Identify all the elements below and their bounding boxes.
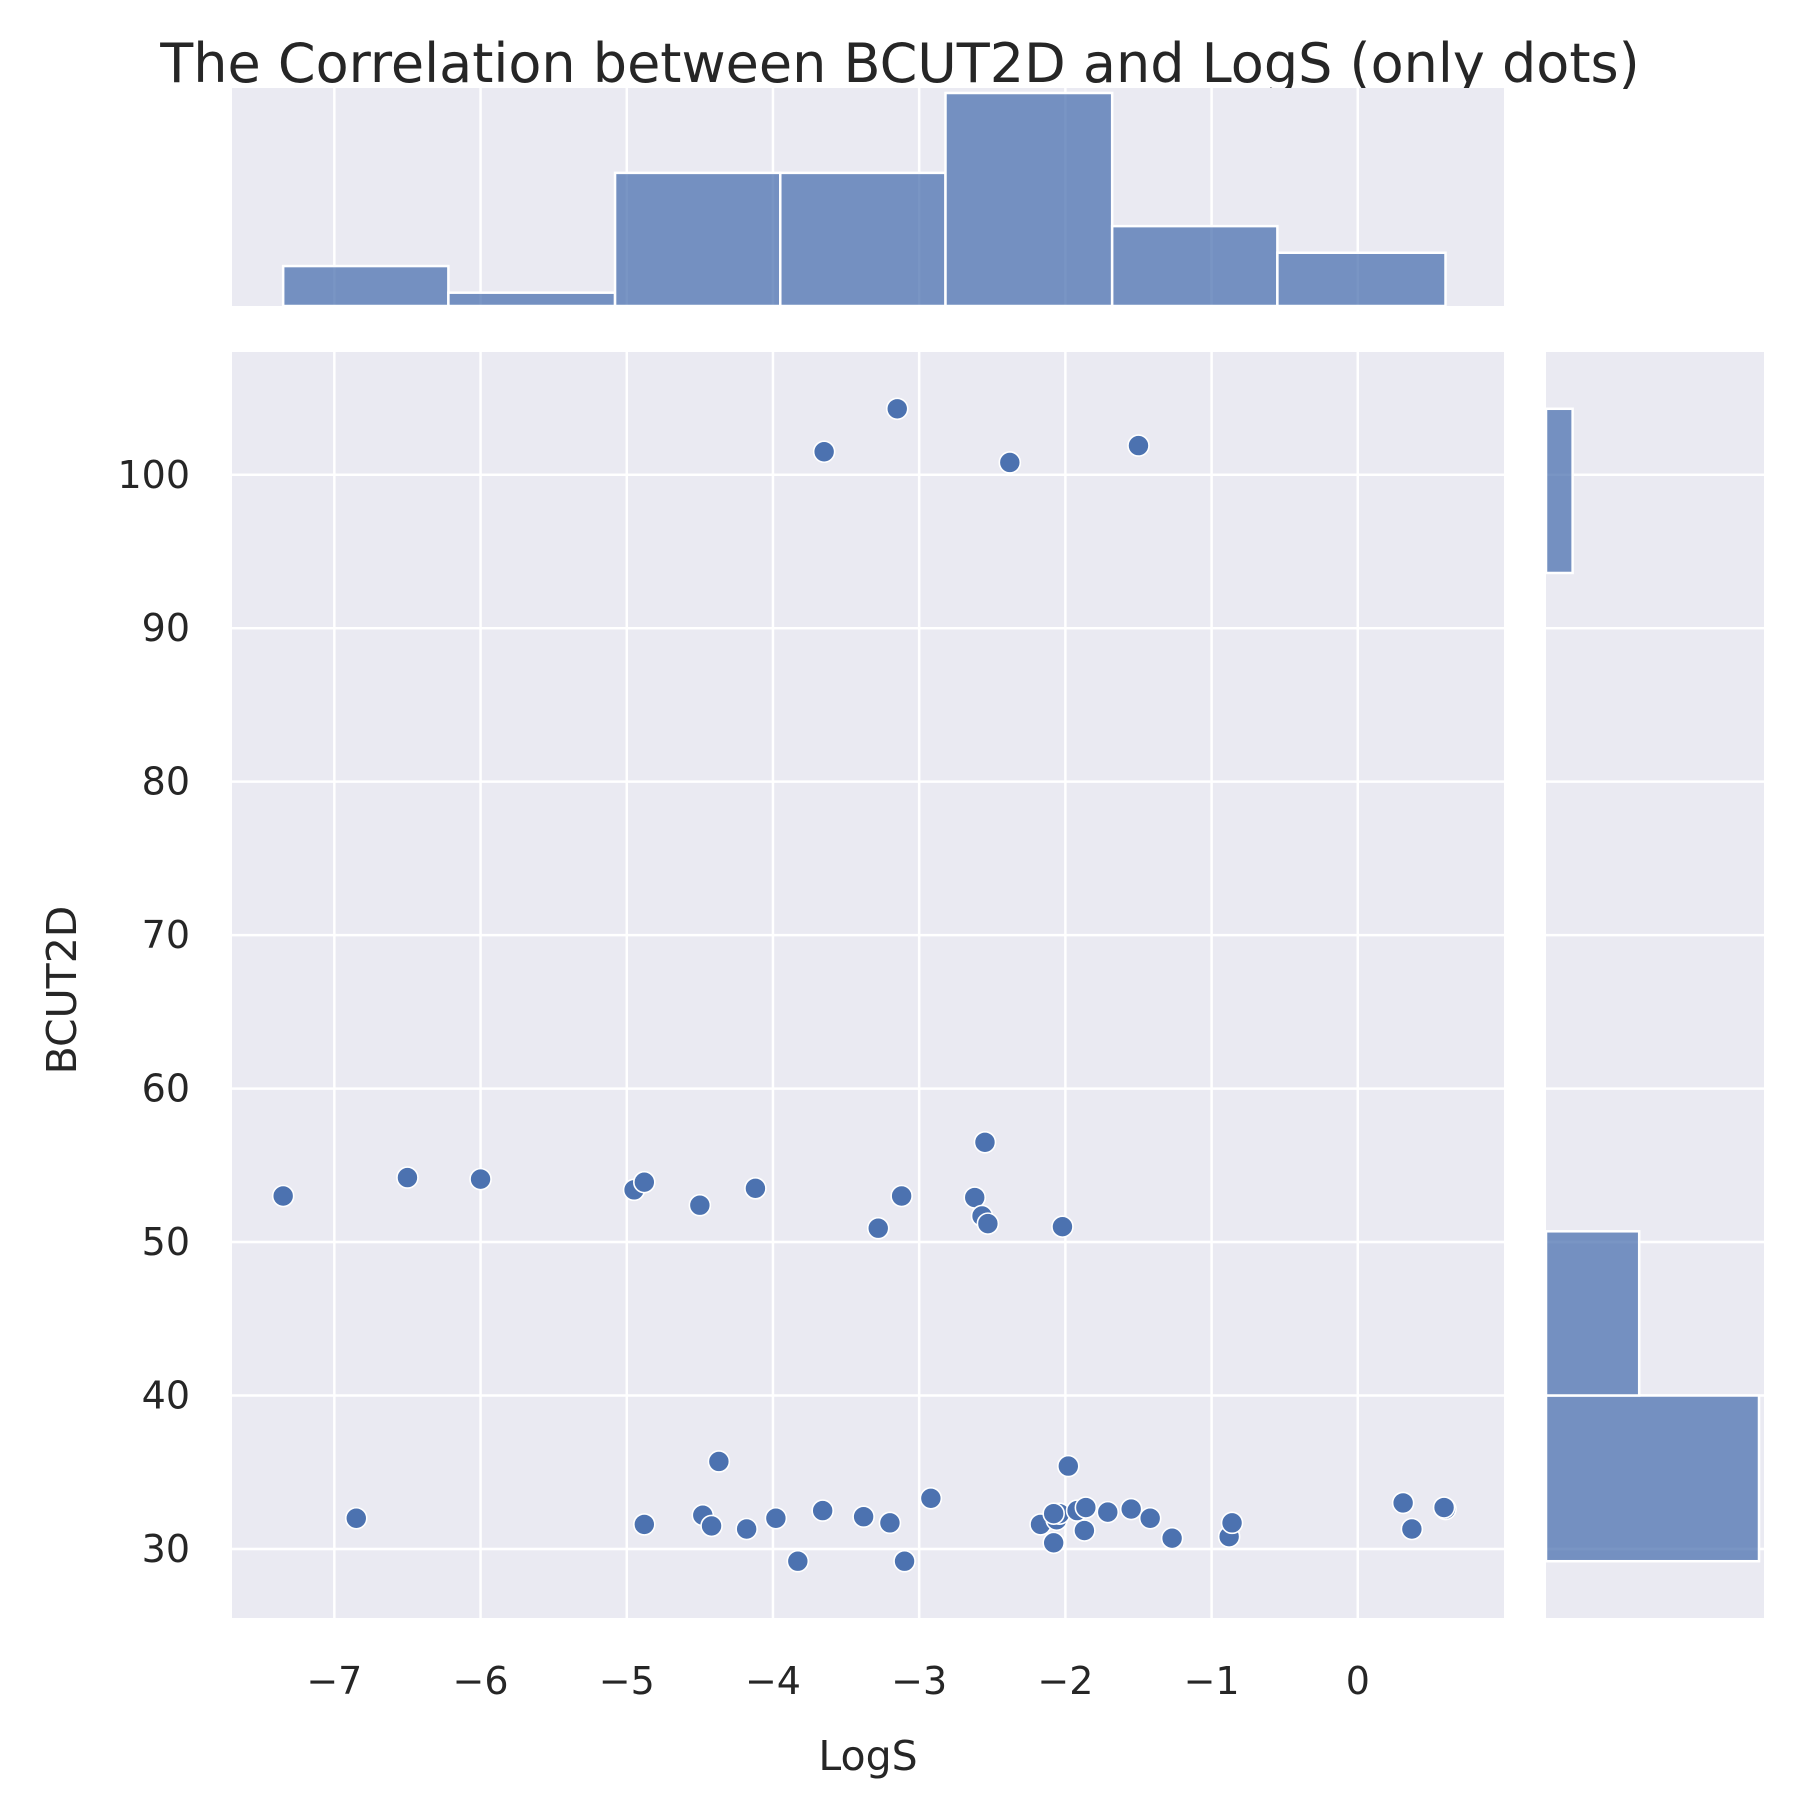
data-point: [1051, 1215, 1074, 1238]
y-tick-label: 40: [142, 1373, 190, 1417]
data-point: [811, 1499, 834, 1522]
x-histogram-bar: [779, 171, 947, 308]
x-tick-label: −7: [306, 1659, 362, 1703]
data-point: [1160, 1526, 1184, 1550]
x-histogram-bar: [1110, 224, 1279, 308]
scatter-plot: [232, 352, 1504, 1618]
y-axis-label: BCUT2D: [38, 906, 86, 1075]
data-point: [973, 1130, 997, 1154]
data-point: [271, 1184, 295, 1208]
data-point: [1042, 1502, 1065, 1525]
y-tick-label: 100: [117, 453, 190, 497]
y-tick-label: 90: [142, 606, 190, 650]
x-histogram-bar: [447, 291, 617, 308]
data-point: [1119, 1497, 1143, 1521]
data-point: [700, 1514, 723, 1538]
scatter-points: [271, 397, 1457, 1573]
data-point: [1096, 1500, 1120, 1524]
y-histogram-bar: [1544, 407, 1574, 575]
y-tick-label: 70: [142, 913, 190, 957]
x-tick-label: −5: [599, 1659, 655, 1703]
data-point: [469, 1167, 492, 1191]
y-histogram-bar: [1544, 1230, 1641, 1397]
x-tick-label: 0: [1346, 1659, 1370, 1703]
data-point: [919, 1487, 943, 1510]
data-point: [1074, 1496, 1098, 1519]
right-histogram-bars: [1544, 407, 1761, 1563]
x-tick-label: −1: [1184, 1659, 1240, 1703]
data-point: [786, 1549, 810, 1573]
y-tick-label: 80: [142, 760, 190, 804]
data-point: [396, 1166, 419, 1189]
data-point: [890, 1184, 913, 1208]
data-point: [1138, 1506, 1162, 1530]
data-point: [976, 1212, 1000, 1235]
y-histogram-bar: [1544, 1394, 1761, 1563]
x-histogram-bar: [1276, 251, 1447, 308]
data-point: [1127, 434, 1150, 457]
data-point: [878, 1511, 902, 1535]
x-axis-label: LogS: [818, 1732, 917, 1780]
data-point: [764, 1506, 788, 1530]
data-point: [1400, 1517, 1424, 1541]
data-point: [852, 1505, 875, 1529]
data-point: [1432, 1496, 1456, 1519]
x-axis-tick-labels: −7 −6 −5 −4 −3 −2 −1 0: [306, 1659, 1370, 1703]
data-point: [885, 397, 909, 421]
data-point: [1220, 1511, 1244, 1535]
data-point: [1073, 1519, 1096, 1542]
data-point: [812, 440, 836, 464]
x-tick-label: −6: [453, 1659, 509, 1703]
data-point: [633, 1513, 656, 1536]
top-histogram-bars: [281, 91, 1447, 308]
data-point: [1391, 1491, 1415, 1515]
data-point: [1057, 1454, 1080, 1478]
data-point: [866, 1216, 890, 1240]
y-tick-label: 50: [142, 1220, 190, 1264]
data-point: [633, 1170, 656, 1194]
chart-title: The Correlation between BCUT2D and LogS …: [159, 32, 1639, 95]
data-point: [707, 1450, 731, 1473]
x-histogram-bar: [613, 171, 782, 308]
x-histogram-bar: [281, 264, 450, 308]
x-tick-label: −4: [745, 1659, 801, 1703]
right-histogram: [1544, 352, 1764, 1618]
data-point: [893, 1549, 916, 1573]
x-tick-label: −2: [1037, 1659, 1093, 1703]
data-point: [688, 1193, 712, 1217]
scatter-grid: [232, 352, 1504, 1618]
top-histogram: [232, 88, 1504, 308]
y-tick-label: 60: [142, 1067, 190, 1111]
data-point: [344, 1506, 368, 1530]
x-tick-label: −3: [891, 1659, 947, 1703]
data-point: [998, 451, 1022, 474]
y-axis-tick-labels: 30 40 50 60 70 80 90 100: [117, 453, 190, 1571]
scatter-background: [232, 352, 1504, 1618]
x-histogram-bar: [944, 91, 1114, 308]
data-point: [744, 1177, 767, 1200]
data-point: [1042, 1531, 1065, 1555]
data-point: [735, 1517, 758, 1541]
y-tick-label: 30: [142, 1527, 190, 1571]
